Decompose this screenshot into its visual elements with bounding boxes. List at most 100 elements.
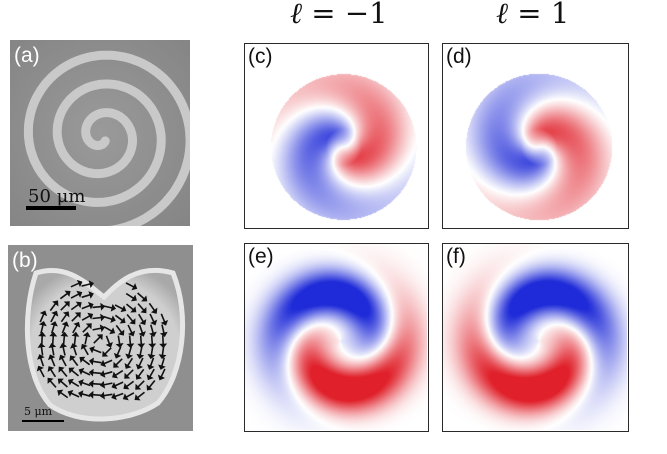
vector-arrowhead [105, 342, 113, 348]
vector-arrowhead [113, 352, 122, 359]
vector-arrow [125, 392, 135, 398]
vector-arrowhead [99, 391, 105, 400]
vector-arrow [60, 368, 68, 378]
vector-arrowhead [100, 302, 106, 311]
vector-arrow [150, 335, 154, 345]
vector-arrowhead [150, 307, 158, 314]
vector-arrow [117, 335, 121, 345]
panel-f-label: (f) [446, 245, 466, 268]
vector-arrowhead [64, 290, 71, 297]
vector-arrow [50, 324, 56, 334]
vector-arrowhead [134, 394, 141, 401]
vector-arrowhead [96, 334, 103, 341]
panel-d-field-map [443, 44, 627, 227]
ell-symbol: ℓ [290, 0, 303, 30]
vector-arrowhead [76, 279, 83, 288]
vector-arrowhead [100, 359, 107, 368]
vector-arrow [148, 302, 156, 312]
vector-arrowhead [85, 323, 92, 330]
panel-a-spiral-micrograph: 50 μm (a) [10, 40, 190, 226]
vector-arrowhead [126, 343, 135, 349]
vector-arrowhead [113, 361, 120, 368]
vector-arrowhead [139, 319, 147, 326]
vector-arrow [49, 368, 57, 378]
vector-arrowhead [123, 383, 130, 390]
vector-arrow [92, 327, 102, 331]
vector-arrow [92, 382, 102, 386]
vector-arrow [160, 313, 166, 323]
vector-arrowhead [135, 363, 144, 370]
vector-arrowhead [124, 372, 131, 379]
vector-arrowhead [75, 301, 82, 309]
vector-arrow [138, 324, 144, 334]
vector-arrow [60, 380, 68, 388]
vector-arrow [59, 292, 69, 300]
vector-arrowhead [122, 393, 129, 401]
vector-arrow [70, 369, 80, 377]
vector-arrow [161, 346, 165, 356]
vector-arrow [114, 381, 124, 387]
vector-arrowhead [71, 331, 80, 337]
vector-arrow [39, 313, 45, 323]
vector-arrow [161, 324, 165, 334]
vector-arrowhead [88, 280, 94, 289]
ell-symbol: ℓ [496, 0, 509, 30]
vector-arrowhead [89, 346, 95, 354]
vector-arrow [62, 346, 66, 356]
vector-arrow [82, 325, 90, 333]
vector-arrow [137, 303, 145, 311]
vector-arrowhead [50, 321, 58, 327]
vector-arrowhead [88, 379, 94, 388]
vector-arrow [116, 346, 122, 356]
vector-arrowhead [38, 331, 47, 337]
vector-arrowhead [52, 300, 59, 307]
vector-arrow [103, 315, 113, 321]
panel-a-label: (a) [14, 44, 40, 67]
vector-arrow [126, 369, 134, 377]
vector-arrowhead [61, 321, 70, 328]
vector-arrowhead [111, 381, 118, 390]
vector-arrow [149, 313, 155, 323]
panel-c-label: (c) [248, 45, 273, 68]
vector-arrow [50, 313, 56, 323]
vector-arrow [114, 369, 124, 377]
vector-arrow [103, 371, 113, 375]
vector-arrowhead [137, 343, 146, 349]
vector-arrowhead [150, 319, 158, 326]
vector-arrowhead [120, 305, 127, 313]
vector-arrow [81, 370, 91, 376]
vector-arrowhead [102, 350, 109, 357]
vector-field-image: 5 μm [8, 245, 193, 431]
vector-arrowhead [135, 383, 142, 390]
vector-arrow [81, 293, 91, 299]
vector-arrow [61, 324, 67, 334]
vector-arrow [70, 293, 80, 299]
vector-arrowhead [115, 343, 124, 349]
vector-arrow [105, 335, 111, 345]
vector-arrow [70, 282, 80, 288]
spiral-image: 50 μm [10, 40, 190, 226]
equals-sign: = [302, 0, 345, 30]
panel-e-field-map [245, 244, 427, 430]
vector-arrowhead [63, 301, 70, 308]
vector-arrowhead [51, 310, 59, 317]
vector-arrow [39, 368, 45, 378]
scale-bar-b-text: 5 μm [24, 405, 53, 418]
vector-arrowhead [99, 324, 105, 333]
vector-arrowhead [67, 378, 74, 386]
vector-arrowhead [111, 392, 117, 400]
vector-arrowhead [69, 355, 76, 362]
vector-arrow [103, 326, 113, 332]
vector-arrow [62, 335, 66, 345]
vector-arrow [148, 380, 156, 388]
vector-arrow [72, 346, 78, 356]
panel-d-label: (d) [446, 45, 472, 68]
vector-arrowhead [130, 294, 137, 302]
vector-arrowhead [38, 321, 47, 327]
vector-arrowhead [48, 342, 57, 348]
vector-arrow [70, 381, 80, 387]
vector-arrow [49, 380, 57, 388]
vector-arrow [137, 292, 145, 300]
ell-value: 1 [550, 0, 570, 30]
vector-arrow [115, 358, 123, 366]
